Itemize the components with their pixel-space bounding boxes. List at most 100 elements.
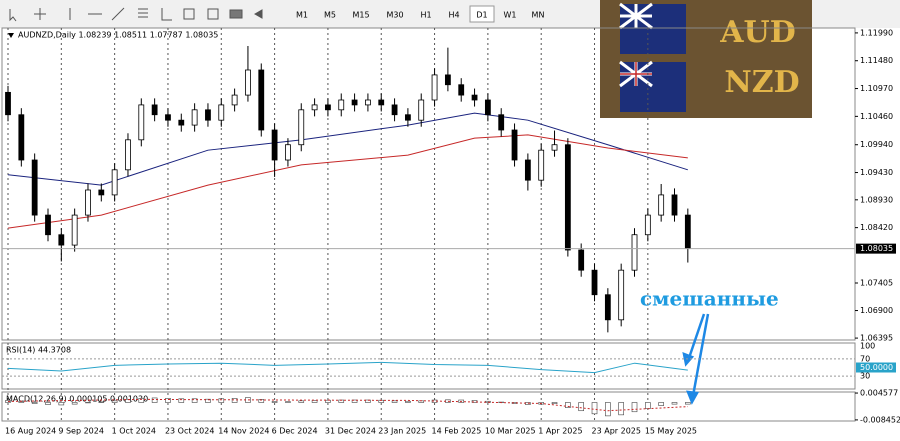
macd-bar — [391, 400, 398, 403]
candle-body — [391, 104, 398, 116]
x-tick-label: 15 May 2025 — [645, 427, 697, 436]
macd-bar — [125, 399, 131, 403]
flag-au-union — [619, 2, 653, 30]
candle-body — [178, 119, 185, 126]
cursor-icon[interactable] — [9, 9, 17, 22]
candle-body — [138, 104, 145, 141]
y-tick-label: 1.06395 — [860, 334, 893, 343]
candle-body — [684, 214, 691, 249]
candle-body — [671, 194, 678, 216]
candle-body — [378, 99, 385, 106]
y-tick-label: 100 — [860, 342, 875, 351]
timeframe-active — [469, 5, 495, 23]
macd-bar — [45, 402, 51, 405]
macd-bar — [218, 398, 225, 403]
x-tick-label: 14 Feb 2025 — [432, 427, 482, 436]
candle-body — [85, 189, 91, 216]
candle-body — [165, 114, 171, 121]
y-tick-label: 1.09940 — [860, 140, 893, 149]
symbol-marker — [8, 33, 14, 38]
macd-bar — [191, 398, 198, 403]
annotation: смешанные — [640, 287, 779, 311]
macd-bar — [71, 402, 78, 405]
indicator-line — [7, 398, 688, 412]
candle-body — [151, 104, 158, 116]
y-tick-label: 0.004577 — [860, 389, 898, 398]
x-tick-label: 1 Apr 2025 — [538, 427, 582, 436]
channel-icon[interactable] — [138, 8, 148, 18]
arrow-macd-head — [686, 390, 700, 405]
candle-body — [631, 234, 638, 271]
label-icon[interactable] — [207, 8, 219, 20]
candle-body — [285, 144, 291, 161]
y-tick-label: 1.08930 — [860, 195, 893, 204]
crosshair-icon[interactable] — [34, 8, 46, 20]
macd-bar — [258, 399, 265, 403]
candle-body — [444, 74, 451, 86]
candle-body — [18, 114, 25, 161]
candle-body — [191, 109, 198, 126]
logo: AUD NZD — [600, 0, 812, 118]
candle-body — [298, 109, 305, 146]
macd-bar — [151, 397, 158, 403]
macd-bar — [631, 402, 638, 413]
timeframe-button[interactable]: MN — [532, 11, 545, 20]
timeframe-button[interactable]: M5 — [324, 11, 336, 20]
y-tick-label: 1.09430 — [860, 168, 893, 177]
candle-body — [271, 129, 278, 161]
candle-body — [564, 144, 571, 251]
macd-bar — [178, 398, 185, 403]
candle-body — [111, 169, 118, 196]
candle-body — [591, 269, 598, 296]
timeframe-button[interactable]: M30 — [386, 11, 403, 20]
timeframe-button[interactable]: M1 — [296, 11, 308, 20]
macd-bar — [658, 402, 664, 406]
macd-bar — [58, 402, 65, 406]
timeframe-button[interactable]: H4 — [448, 11, 459, 20]
candle-body — [258, 69, 265, 131]
candle-body — [365, 99, 371, 106]
timeframe-button[interactable]: M15 — [352, 11, 369, 20]
y-tick-label: 1.10460 — [860, 112, 893, 121]
x-tick-label: 16 Aug 2024 — [5, 427, 56, 436]
macd-bar — [165, 398, 171, 403]
timeframe-button[interactable]: D1 — [476, 11, 487, 20]
macd-bar — [551, 402, 558, 405]
text-icon[interactable] — [183, 8, 195, 20]
fibo-icon[interactable] — [161, 8, 172, 21]
candle-body — [125, 139, 131, 171]
candle-body — [45, 214, 51, 236]
candle-body — [578, 249, 585, 271]
macd-bar — [605, 402, 611, 417]
x-tick-label: 31 Dec 2024 — [325, 427, 376, 436]
candle-body — [71, 214, 78, 246]
x-tick-label: 1 Oct 2024 — [112, 427, 156, 436]
macd-bar — [138, 398, 145, 403]
timeframe-button[interactable]: W1 — [504, 11, 517, 20]
timeframe-button[interactable]: H1 — [420, 11, 431, 20]
macd-bar — [365, 399, 371, 403]
candle-body — [311, 104, 318, 111]
candle-body — [498, 114, 505, 131]
arrow-macd — [691, 313, 710, 397]
trend-icon[interactable] — [111, 7, 125, 21]
x-tick-label: 10 Mar 2025 — [485, 427, 536, 436]
candle-body — [618, 269, 625, 321]
shape-icon[interactable] — [229, 9, 243, 19]
macd-frame — [1, 391, 856, 422]
candle-body — [31, 159, 38, 216]
candle-body — [58, 234, 65, 246]
candle-body — [604, 294, 611, 321]
arrow-icon[interactable] — [253, 9, 263, 19]
x-tick-label: 23 Apr 2025 — [592, 427, 641, 436]
macd-bar — [325, 399, 331, 403]
level-label: 50.0000 — [860, 363, 893, 372]
candle-body — [471, 94, 478, 101]
main-frame — [1, 27, 856, 341]
y-tick-label: 1.07405 — [860, 279, 893, 288]
macd-bar — [31, 402, 38, 404]
candle-body — [218, 104, 225, 121]
candle-body — [404, 114, 411, 121]
last-price-box — [856, 243, 896, 254]
